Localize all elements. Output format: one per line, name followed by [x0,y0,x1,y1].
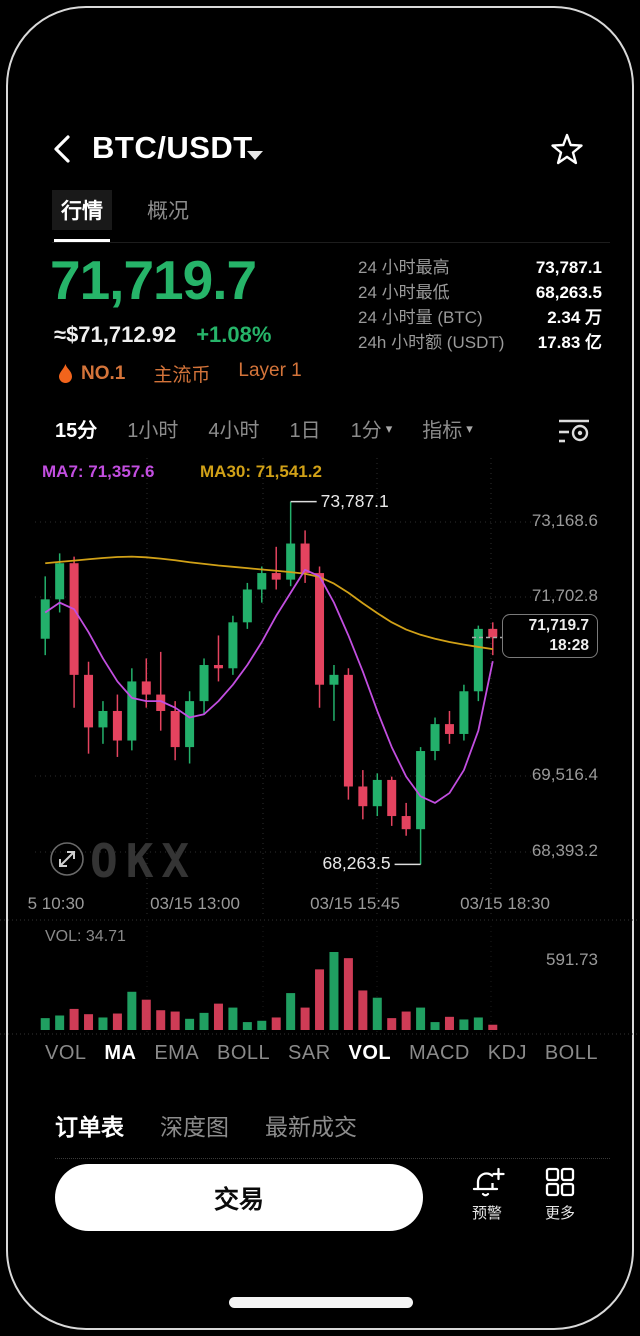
y-axis-label: 69,516.4 [531,765,598,784]
timeframe-item[interactable]: 4小时 [208,414,259,443]
rank-badge[interactable]: NO.1 [58,363,125,385]
stat-label: 24 小时最低 [358,283,450,302]
badge-tag[interactable]: 主流币 [153,365,211,386]
vol-axis-max: 591.73 [546,950,598,969]
indicator-tabs: VOL MA EMA BOLL SAR VOL MACD KDJ BOLL [45,1042,598,1065]
last-price-badge: 71,719.7 18:28 [502,614,598,658]
indicator-tab[interactable]: EMA [154,1042,200,1064]
y-axis-label: 73,168.6 [531,511,598,530]
high-annotation: 73,787.1 [320,490,389,511]
indicator-tab[interactable]: BOLL [217,1042,271,1064]
bottom-tab[interactable]: 最新成交 [265,1114,357,1140]
trade-button[interactable]: 交易 [55,1164,423,1231]
favorite-star-icon[interactable] [546,128,588,170]
stat-label: 24h 小时额 (USDT) [358,333,505,352]
timeframe-label: 1日 [289,420,321,442]
bottom-tabs: 订单表 深度图 最新成交 [55,1108,610,1159]
x-axis-label: 03/15 15:45 [310,894,400,913]
y-axis-label: 71,702.8 [531,586,598,605]
expand-icon[interactable] [48,840,86,878]
timeframe-item[interactable]: 1日 [290,414,321,443]
stat-row: 24h 小时额 (USDT) 17.83 亿 [358,330,602,355]
vol-label: VOL: 34.71 [45,928,126,945]
chart-settings-icon[interactable] [556,416,592,446]
indicator-tab[interactable]: MA [104,1042,137,1064]
x-axis-label: 5 10:30 [27,894,85,913]
timeframe-label: 指标 [422,420,463,442]
price-sub-row: ≈$71,712.92 +1.08% [54,322,271,348]
timeframe-item[interactable]: 15分 [55,414,97,443]
x-axis-label: 03/15 18:30 [460,894,550,913]
last-price-value: 71,719.7 [528,617,589,634]
caret-down-icon: ▾ [466,420,473,436]
timeframe-label: 15分 [55,420,98,442]
stat-label: 24 小时最高 [358,258,450,277]
more-grid-icon [545,1167,575,1197]
timeframe-item[interactable]: 1小时 [127,414,178,443]
indicator-tab[interactable]: MACD [408,1042,470,1064]
x-axis-label: 03/15 13:00 [150,894,240,913]
low-annotation: 68,263.5 [322,853,391,874]
home-indicator[interactable] [229,1297,413,1308]
badge-row: NO.1 主流币 Layer 1 [58,360,302,387]
badge-tag[interactable]: Layer 1 [238,360,302,381]
indicator-tab[interactable]: VOL [45,1042,87,1064]
timeframe-label: 4小时 [208,420,260,442]
last-price-time: 18:28 [549,637,589,654]
candlestick-svg [0,458,640,1035]
bottom-tab[interactable]: 深度图 [160,1114,229,1140]
fiat-price: ≈$71,712.92 [54,322,177,347]
pair-dropdown-icon[interactable] [246,150,264,161]
indicator-tab[interactable]: KDJ [487,1042,527,1064]
timeframe-item[interactable]: 1分 ▾ [351,414,393,443]
last-price: 71,719.7 [50,249,257,311]
back-icon[interactable] [50,134,76,164]
badge-tags: 主流币 Layer 1 [153,360,301,387]
caret-down-icon: ▾ [385,420,393,436]
indicator-tab[interactable]: SAR [288,1042,331,1064]
ma7-label: MA7: 71,357.6 [42,462,155,481]
stat-value: 17.83 亿 [537,333,602,352]
alert-label: 预警 [471,1205,502,1222]
more-action[interactable]: 更多 [525,1166,595,1223]
flame-icon [59,363,72,383]
stat-value: 68,263.5 [535,283,602,302]
stat-value: 73,787.1 [535,258,602,277]
more-label: 更多 [544,1205,575,1222]
bottom-tab[interactable]: 订单表 [55,1114,124,1140]
stat-row: 24 小时最低 68,263.5 [358,280,602,305]
price-change: +1.08% [196,322,272,347]
main-tabs: 行情 概况 [52,190,610,243]
stat-row: 24 小时量 (BTC) 2.34 万 [358,305,602,330]
stat-row: 24 小时最高 73,787.1 [358,255,602,280]
rank-label: NO.1 [81,362,126,384]
stat-label: 24 小时量 (BTC) [358,308,483,327]
main-tab[interactable]: 概况 [147,200,189,223]
indicator-tab[interactable]: VOL [348,1042,392,1064]
ma30-label: MA30: 71,541.2 [200,462,322,481]
pair-title[interactable]: BTC/USDT [92,130,253,165]
timeframe-label: 1分 [350,420,382,442]
alert-action[interactable]: 预警 [452,1166,522,1223]
indicator-tab[interactable]: BOLL [544,1042,598,1064]
stat-value: 2.34 万 [547,308,602,327]
okx-watermark: OKX [90,834,198,888]
timeframe-item[interactable]: 指标 ▾ [422,414,473,443]
timeframe-label: 1小时 [127,420,179,442]
stats-panel: 24 小时最高 73,787.1 24 小时最低 68,263.5 24 小时量 (BT… [358,255,602,355]
timeframe-bar: 15分 1小时 4小时 1日 1分 ▾ 指标 ▾ [55,414,540,443]
main-tab[interactable]: 行情 [52,190,112,242]
price-chart[interactable]: MA7: 71,357.6 MA30: 71,541.2 73,168.6 71,… [0,450,640,1040]
alert-bell-icon [472,1167,505,1197]
y-axis-label: 68,393.2 [531,841,598,860]
